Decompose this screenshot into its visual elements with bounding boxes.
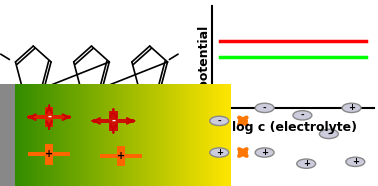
Text: N: N <box>89 94 94 100</box>
Text: N: N <box>147 94 152 100</box>
Bar <box>117 146 125 166</box>
Text: +: + <box>303 159 310 168</box>
Circle shape <box>255 148 274 157</box>
Text: H: H <box>147 103 152 108</box>
Text: -: - <box>112 116 115 126</box>
Text: -: - <box>301 111 304 120</box>
Y-axis label: potential: potential <box>197 25 210 88</box>
Text: H: H <box>31 103 36 108</box>
Bar <box>45 144 53 165</box>
Bar <box>28 152 70 156</box>
Text: +: + <box>216 148 223 157</box>
Text: N: N <box>31 94 36 100</box>
Text: -: - <box>263 103 266 112</box>
Circle shape <box>297 159 316 168</box>
Text: +: + <box>117 151 125 161</box>
Bar <box>109 111 118 131</box>
Circle shape <box>210 148 229 157</box>
Text: -: - <box>217 116 221 125</box>
Circle shape <box>293 111 312 120</box>
Text: log c (electrolyte): log c (electrolyte) <box>232 121 357 134</box>
Text: +: + <box>45 149 53 159</box>
Text: +: + <box>261 148 268 157</box>
Text: -: - <box>47 112 51 122</box>
Text: H: H <box>89 103 94 108</box>
Bar <box>93 119 134 123</box>
Bar <box>28 115 70 119</box>
Bar <box>0 84 15 186</box>
Text: +: + <box>348 103 355 112</box>
Text: +: + <box>352 157 359 166</box>
Text: -: - <box>327 129 331 138</box>
Circle shape <box>346 157 365 166</box>
Bar <box>45 107 53 127</box>
Circle shape <box>319 129 338 139</box>
Circle shape <box>255 103 274 113</box>
Bar <box>100 154 142 158</box>
Circle shape <box>210 116 229 126</box>
Circle shape <box>342 103 361 113</box>
